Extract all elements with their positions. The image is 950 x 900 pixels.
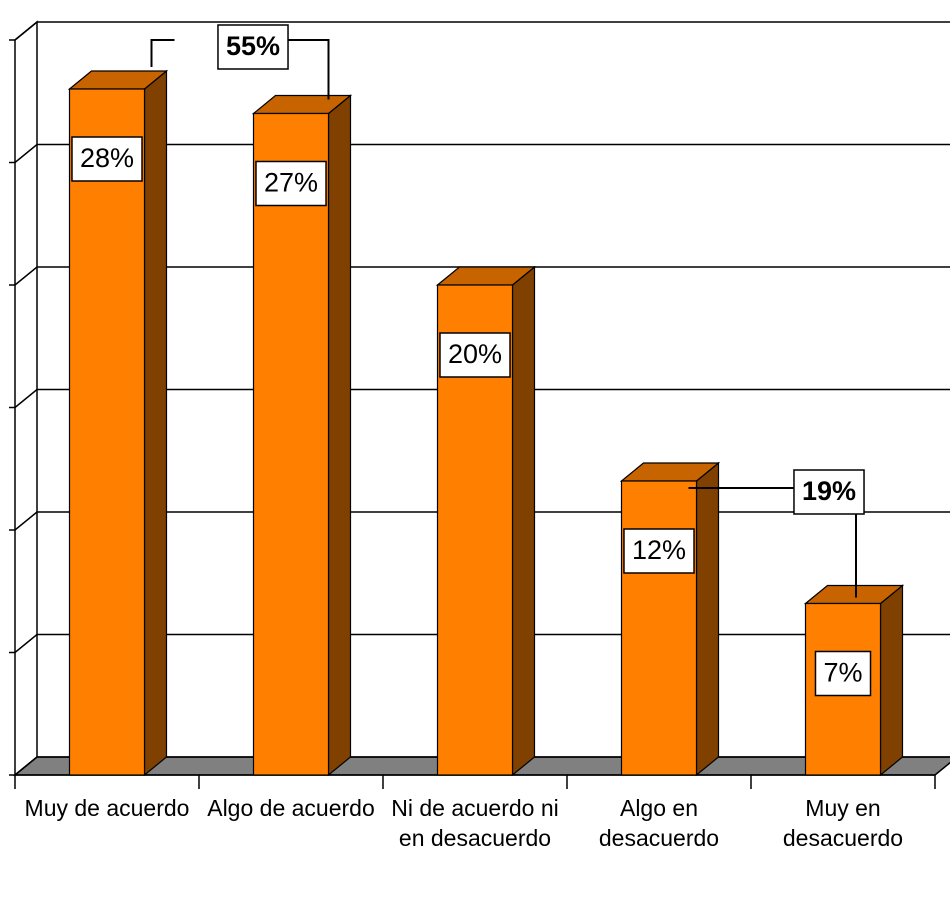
data-label: 20%: [448, 339, 502, 369]
annotation-box: [793, 469, 865, 515]
x-tick-label: Algo de acuerdo: [207, 795, 375, 821]
bar-side: [695, 461, 720, 777]
annotation-box: [217, 24, 289, 70]
annotation: 19%: [802, 476, 856, 506]
data-label: 27%: [264, 168, 318, 198]
x-tick-label: Muy de acuerdo: [24, 795, 190, 821]
bar-side: [143, 69, 168, 777]
data-label-box: [71, 136, 143, 182]
bar-side: [511, 265, 536, 777]
data-label-box: [623, 528, 695, 574]
data-label-box: [255, 160, 327, 207]
bar: [620, 480, 698, 776]
x-tick-label: Muy en desacuerdo: [782, 795, 904, 851]
data-label: 7%: [823, 658, 862, 688]
bar-side: [327, 94, 352, 777]
x-tick-label: Ni de acuerdo ni en desacuerdo: [391, 795, 559, 851]
data-label-box: [814, 650, 872, 697]
annotation-leader: [288, 39, 330, 100]
grid-line: [9, 143, 950, 164]
bar: [68, 88, 146, 776]
data-label: 12%: [632, 535, 686, 565]
bar: [252, 112, 330, 776]
grid-line: [9, 21, 950, 41]
annotation-leader: [150, 39, 175, 67]
data-label-box: [439, 332, 511, 378]
bar-side: [879, 584, 904, 777]
annotation: 55%: [226, 31, 280, 61]
data-label: 28%: [80, 143, 134, 173]
x-tick-label: Algo en desacuerdo: [598, 795, 720, 851]
